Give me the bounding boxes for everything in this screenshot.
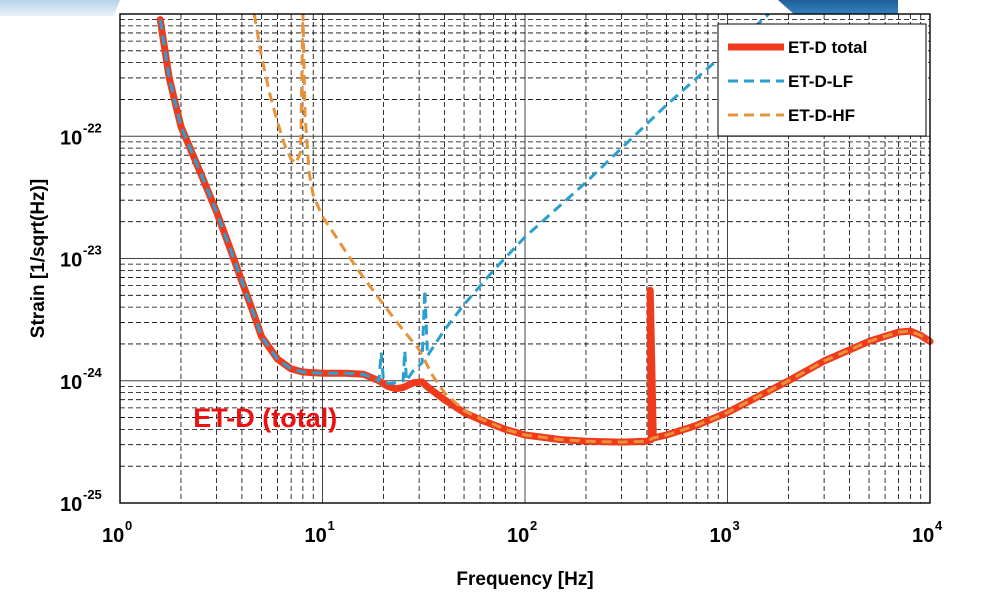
svg-text:10: 10 bbox=[507, 525, 529, 547]
svg-text:10: 10 bbox=[102, 525, 124, 547]
legend-entry: ET-D-HF bbox=[728, 106, 855, 125]
svg-text:1: 1 bbox=[328, 518, 335, 533]
svg-text:10: 10 bbox=[305, 525, 327, 547]
svg-text:ET-D total: ET-D total bbox=[788, 38, 867, 57]
plot-frame bbox=[119, 13, 931, 504]
series-et-d-total bbox=[156, 16, 934, 446]
legend-entry: ET-D total bbox=[728, 38, 867, 57]
svg-text:10: 10 bbox=[60, 494, 82, 516]
svg-text:0: 0 bbox=[125, 518, 132, 533]
svg-text:ET-D-HF: ET-D-HF bbox=[788, 106, 855, 125]
legend: ET-D total ET-D-LF ET-D-HF bbox=[717, 23, 927, 137]
decorative-corner-right bbox=[778, 0, 898, 16]
svg-text:2: 2 bbox=[530, 518, 537, 533]
svg-text:-25: -25 bbox=[83, 487, 102, 502]
svg-text:10: 10 bbox=[912, 525, 934, 547]
svg-text:ET-D-LF: ET-D-LF bbox=[788, 72, 853, 91]
svg-text:-22: -22 bbox=[83, 120, 102, 135]
decorative-corner-left bbox=[0, 0, 120, 16]
y-tick-label: 10 -23 bbox=[60, 243, 102, 272]
svg-text:-24: -24 bbox=[83, 365, 103, 380]
annotation-label: ET-D (total) bbox=[193, 403, 337, 433]
x-tick-label: 10 3 bbox=[710, 518, 740, 547]
y-tick-label: 10 -25 bbox=[60, 487, 102, 516]
x-axis-label: Frequency [Hz] bbox=[456, 569, 593, 590]
x-tick-label: 10 0 bbox=[102, 518, 132, 547]
svg-text:10: 10 bbox=[60, 127, 82, 149]
svg-text:4: 4 bbox=[935, 518, 943, 533]
svg-text:10: 10 bbox=[60, 372, 82, 394]
x-tick-label: 10 4 bbox=[912, 518, 943, 547]
series-et-d-hf bbox=[252, 13, 931, 444]
legend-entry: ET-D-LF bbox=[728, 72, 853, 91]
y-tick-label: 10 -22 bbox=[60, 120, 102, 149]
svg-text:3: 3 bbox=[733, 518, 740, 533]
series-layer bbox=[156, 12, 934, 446]
series-et-d-lf bbox=[158, 12, 770, 386]
x-tick-label: 10 2 bbox=[507, 518, 537, 547]
svg-text:-23: -23 bbox=[83, 243, 102, 258]
y-tick-label: 10 -24 bbox=[60, 365, 103, 394]
svg-text:10: 10 bbox=[710, 525, 732, 547]
x-tick-label: 10 1 bbox=[305, 518, 335, 547]
y-axis-label: Strain [1/sqrt(Hz)] bbox=[28, 179, 49, 338]
svg-text:10: 10 bbox=[60, 250, 82, 272]
